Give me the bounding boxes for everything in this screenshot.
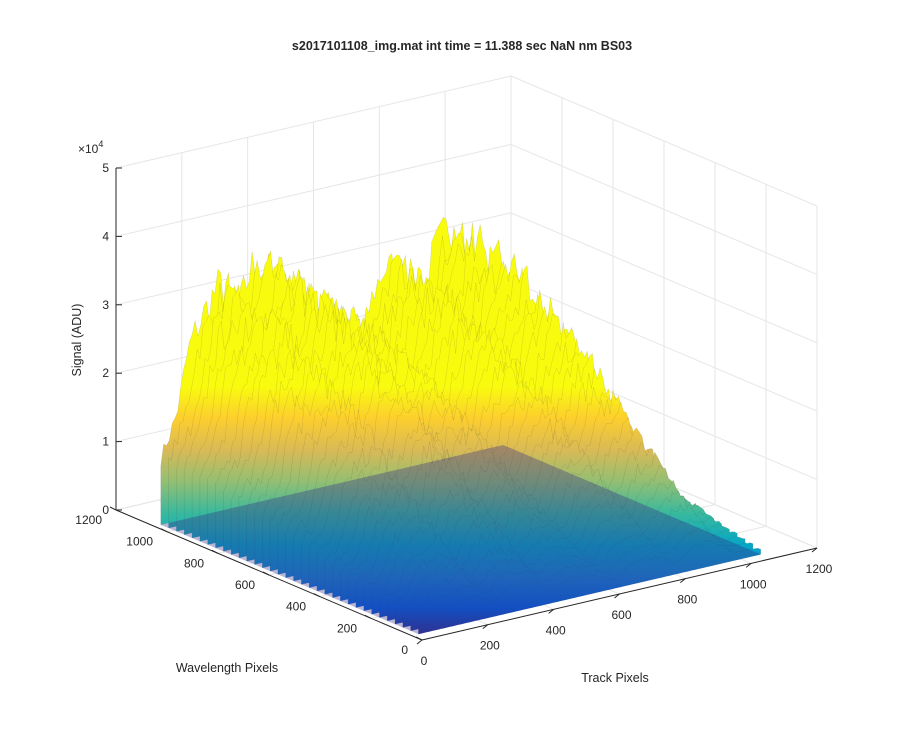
y-tick-label: 1000 bbox=[126, 535, 153, 549]
z-tick-label: 2 bbox=[102, 366, 109, 380]
x-tick-label: 0 bbox=[421, 654, 428, 668]
surface-strip bbox=[418, 540, 761, 635]
x-tick-mark bbox=[416, 639, 423, 645]
grid-line-z-xz bbox=[115, 143, 512, 237]
y-tick-label: 0 bbox=[401, 643, 408, 657]
x-tick-label: 800 bbox=[677, 593, 697, 607]
y-tick-mark bbox=[415, 636, 423, 641]
grid-line-z-yz bbox=[510, 143, 818, 275]
y-tick-mark bbox=[109, 506, 117, 511]
z-tick-label: 4 bbox=[102, 229, 109, 243]
x-tick-mark bbox=[548, 608, 554, 614]
z-tick-label: 5 bbox=[102, 161, 109, 175]
grid-line-z-yz bbox=[510, 212, 818, 344]
x-tick-mark bbox=[680, 578, 686, 584]
z-tick-label: 3 bbox=[102, 298, 109, 312]
x-tick-mark bbox=[811, 547, 818, 553]
grid-line-z-yz bbox=[510, 280, 818, 412]
y-tick-labels: 0 200 400 600 800 1000 1200 bbox=[75, 506, 423, 657]
z-tick-label: 1 bbox=[102, 435, 109, 449]
y-tick-label: 600 bbox=[235, 578, 255, 592]
surface-mesh bbox=[160, 216, 761, 635]
grid-line-z-yz bbox=[510, 75, 818, 207]
z-tick-labels: 0 1 2 3 4 5 bbox=[102, 161, 122, 517]
chart-title: s2017101108_img.mat int time = 11.388 se… bbox=[292, 39, 632, 53]
x-tick-mark bbox=[614, 593, 620, 599]
y-tick-mark bbox=[262, 571, 270, 576]
z-exponent-label: ×104 bbox=[78, 139, 103, 156]
y-tick-mark bbox=[313, 593, 321, 598]
y-tick-label: 1200 bbox=[75, 513, 102, 527]
y-tick-mark bbox=[160, 528, 168, 533]
grid-line-z-xz bbox=[115, 75, 512, 169]
surface-floor bbox=[160, 445, 761, 635]
x-tick-label: 600 bbox=[611, 608, 631, 622]
y-tick-label: 800 bbox=[184, 556, 204, 570]
y-axis-label: Wavelength Pixels bbox=[176, 661, 278, 675]
z-tick-label: 0 bbox=[102, 503, 109, 517]
x-tick-mark bbox=[482, 624, 489, 630]
x-tick-mark bbox=[745, 562, 752, 568]
x-tick-labels: 0 200 400 600 800 1000 1200 bbox=[416, 547, 833, 668]
y-tick-mark bbox=[211, 549, 219, 554]
x-tick-label: 1200 bbox=[806, 562, 833, 576]
y-tick-mark bbox=[364, 614, 372, 619]
y-tick-label: 200 bbox=[337, 621, 357, 635]
x-tick-label: 200 bbox=[480, 639, 500, 653]
z-axis-label: Signal (ADU) bbox=[70, 304, 84, 377]
x-axis-label: Track Pixels bbox=[581, 671, 649, 685]
y-tick-label: 400 bbox=[286, 600, 306, 614]
x-tick-label: 1000 bbox=[740, 577, 767, 591]
x-tick-label: 400 bbox=[546, 623, 566, 637]
